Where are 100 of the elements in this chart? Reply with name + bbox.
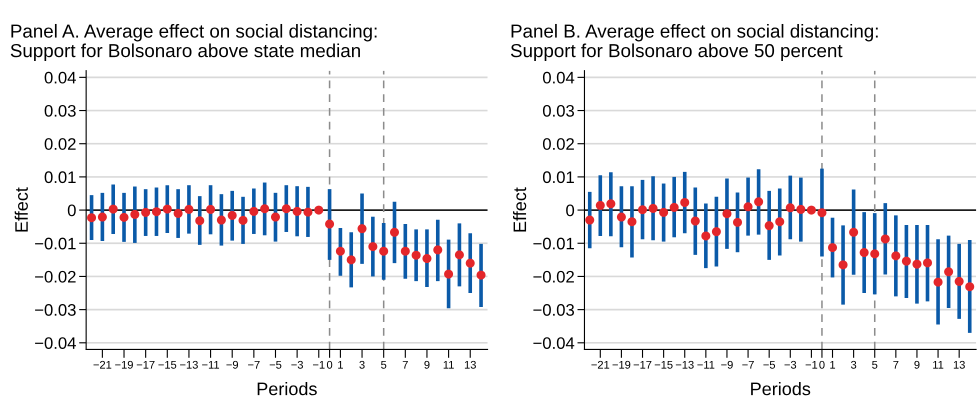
x-tick-label: 3 [359, 360, 365, 369]
y-tick-label: 0.04 [542, 72, 574, 84]
y-tick-label: −0.02 [533, 270, 574, 283]
point [870, 249, 880, 258]
y-tick-label: −0.04 [533, 337, 574, 350]
y-tick-label: −0.03 [533, 304, 574, 316]
point [390, 228, 399, 237]
point [130, 210, 140, 219]
point [292, 206, 302, 216]
point [368, 242, 378, 252]
point [206, 204, 216, 214]
x-tick-label: −17 [136, 360, 155, 369]
point [638, 205, 648, 214]
x-tick-label: 9 [424, 360, 430, 369]
x-tick-label: −13 [676, 360, 694, 369]
point [400, 246, 410, 256]
y-tick-label: −0.01 [35, 238, 76, 250]
point [954, 276, 964, 286]
point [860, 248, 869, 258]
x-tick-label: 7 [402, 360, 408, 369]
x-tick-label: −3 [784, 360, 796, 369]
x-tick-label: 0 [819, 360, 825, 369]
x-tick-label: 0 [326, 360, 332, 369]
x-axis-title: Periods [751, 382, 810, 396]
point [260, 204, 270, 214]
y-axis-title: Effect [14, 187, 28, 232]
point [828, 243, 838, 252]
point [670, 202, 679, 212]
point [174, 208, 183, 218]
x-tick-label: −9 [721, 360, 733, 369]
point [336, 246, 345, 256]
point [786, 203, 795, 212]
point [902, 256, 911, 266]
point [120, 212, 129, 222]
x-tick-label: 1 [830, 360, 836, 369]
y-tick-label: 0.03 [542, 104, 574, 117]
point [108, 204, 118, 214]
point [648, 204, 658, 213]
point [796, 204, 806, 214]
x-tick-label: −1 [312, 360, 325, 369]
y-tick-label: 0.01 [44, 171, 76, 184]
point [690, 216, 700, 226]
x-axis-title: Periods [258, 382, 317, 396]
x-tick-label: 1 [338, 360, 343, 369]
point [379, 246, 388, 256]
x-tick-label: −11 [202, 360, 220, 369]
point [659, 208, 668, 217]
x-tick-label: 7 [893, 360, 898, 369]
point [701, 231, 710, 240]
point [282, 204, 291, 214]
point [152, 207, 161, 216]
y-tick-label: 0.01 [542, 171, 574, 184]
x-tick-label: −1 [806, 360, 818, 369]
point [849, 228, 858, 237]
y-tick-label: 0 [68, 204, 76, 216]
point [87, 213, 96, 222]
x-tick-label: 9 [914, 360, 920, 369]
x-tick-label: −15 [158, 360, 176, 369]
x-tick-label: 3 [850, 360, 856, 369]
point [912, 260, 922, 269]
y-tick-label: 0.03 [44, 104, 76, 117]
point [162, 204, 172, 214]
point [228, 210, 237, 220]
point [627, 217, 636, 226]
x-tick-label: −5 [763, 360, 776, 369]
point [325, 220, 334, 229]
point [433, 245, 442, 254]
x-tick-label: 5 [381, 360, 386, 369]
point [775, 217, 784, 226]
y-axis-title: Effect [512, 187, 526, 232]
point [965, 282, 974, 292]
point [712, 227, 721, 236]
x-tick-label: −21 [591, 360, 610, 369]
point [249, 206, 258, 216]
point [476, 270, 486, 280]
x-tick-label: 11 [444, 360, 454, 369]
point [817, 208, 826, 218]
x-tick-label: −15 [654, 360, 673, 369]
x-tick-label: −21 [94, 360, 112, 369]
x-tick-label: 11 [933, 360, 944, 369]
point [880, 234, 890, 244]
point [466, 258, 475, 268]
x-tick-label: −9 [226, 360, 238, 369]
point [934, 278, 943, 287]
chart-title: Panel A. Average effect on social distancing: Support for Bolsonaro above state median [10, 24, 377, 61]
point [444, 270, 454, 279]
point [596, 200, 605, 210]
point [270, 212, 280, 222]
y-tick-label: −0.03 [35, 304, 76, 316]
point [944, 267, 954, 276]
x-tick-label: −7 [248, 360, 260, 369]
y-tick-label: 0.02 [542, 138, 574, 150]
point [346, 255, 356, 264]
point [358, 224, 367, 234]
point [184, 204, 194, 214]
point [838, 260, 848, 270]
point [733, 218, 742, 227]
y-tick-label: −0.04 [35, 337, 76, 350]
y-tick-label: 0 [566, 204, 574, 216]
y-tick-label: 0.02 [44, 138, 76, 150]
